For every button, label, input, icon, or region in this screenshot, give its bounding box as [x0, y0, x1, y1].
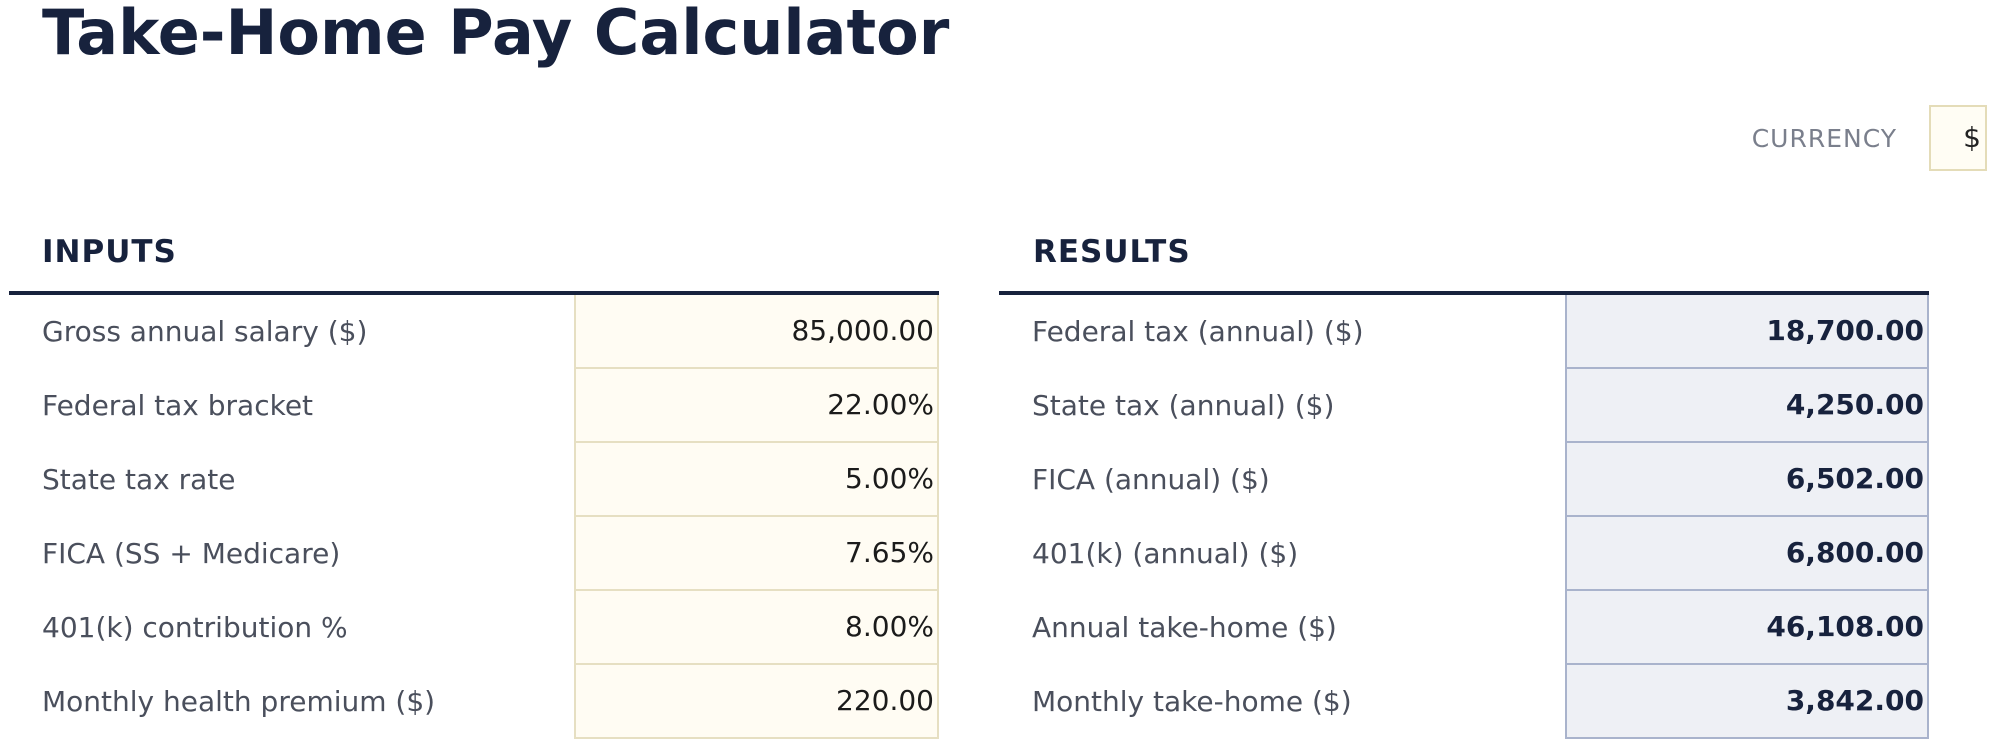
currency-label: CURRENCY [1751, 124, 1897, 153]
row-label: Monthly health premium ($) [42, 685, 436, 718]
table-row: Monthly health premium ($) 220.00 [9, 665, 939, 739]
table-row: FICA (SS + Medicare) 7.65% [9, 517, 939, 591]
input-cell[interactable]: 8.00% [574, 591, 939, 665]
result-cell: 3,842.00 [1565, 665, 1929, 739]
row-label: 401(k) (annual) ($) [1032, 537, 1299, 570]
table-row: Annual take-home ($) 46,108.00 [999, 591, 1929, 665]
table-row: Monthly take-home ($) 3,842.00 [999, 665, 1929, 739]
table-row: FICA (annual) ($) 6,502.00 [999, 443, 1929, 517]
row-label: FICA (SS + Medicare) [42, 537, 341, 570]
row-label: State tax rate [42, 463, 236, 496]
section-title: RESULTS [1033, 234, 1191, 270]
row-label: 401(k) contribution % [42, 611, 348, 644]
page-title: Take-Home Pay Calculator [42, 0, 950, 69]
table-row: State tax (annual) ($) 4,250.00 [999, 369, 1929, 443]
result-cell: 18,700.00 [1565, 295, 1929, 369]
row-label: Federal tax (annual) ($) [1032, 315, 1364, 348]
result-cell: 4,250.00 [1565, 369, 1929, 443]
row-label: Annual take-home ($) [1032, 611, 1337, 644]
input-cell[interactable]: 22.00% [574, 369, 939, 443]
result-cell: 6,800.00 [1565, 517, 1929, 591]
results-table: Federal tax (annual) ($) 18,700.00 State t… [999, 291, 1929, 739]
table-row: 401(k) (annual) ($) 6,800.00 [999, 517, 1929, 591]
table-row: Gross annual salary ($) 85,000.00 [9, 295, 939, 369]
table-row: 401(k) contribution % 8.00% [9, 591, 939, 665]
input-cell[interactable]: 220.00 [574, 665, 939, 739]
row-label: FICA (annual) ($) [1032, 463, 1270, 496]
inputs-table: Gross annual salary ($) 85,000.00 Federal … [9, 291, 939, 739]
input-cell[interactable]: 85,000.00 [574, 295, 939, 369]
result-cell: 6,502.00 [1565, 443, 1929, 517]
row-label: Gross annual salary ($) [42, 315, 368, 348]
row-label: Federal tax bracket [42, 389, 314, 422]
currency-input[interactable]: $ [1929, 105, 1987, 171]
input-cell[interactable]: 7.65% [574, 517, 939, 591]
table-row: Federal tax bracket 22.00% [9, 369, 939, 443]
section-title: INPUTS [42, 234, 177, 270]
table-row: State tax rate 5.00% [9, 443, 939, 517]
input-cell[interactable]: 5.00% [574, 443, 939, 517]
result-cell: 46,108.00 [1565, 591, 1929, 665]
row-label: State tax (annual) ($) [1032, 389, 1335, 422]
table-row: Federal tax (annual) ($) 18,700.00 [999, 295, 1929, 369]
row-label: Monthly take-home ($) [1032, 685, 1352, 718]
